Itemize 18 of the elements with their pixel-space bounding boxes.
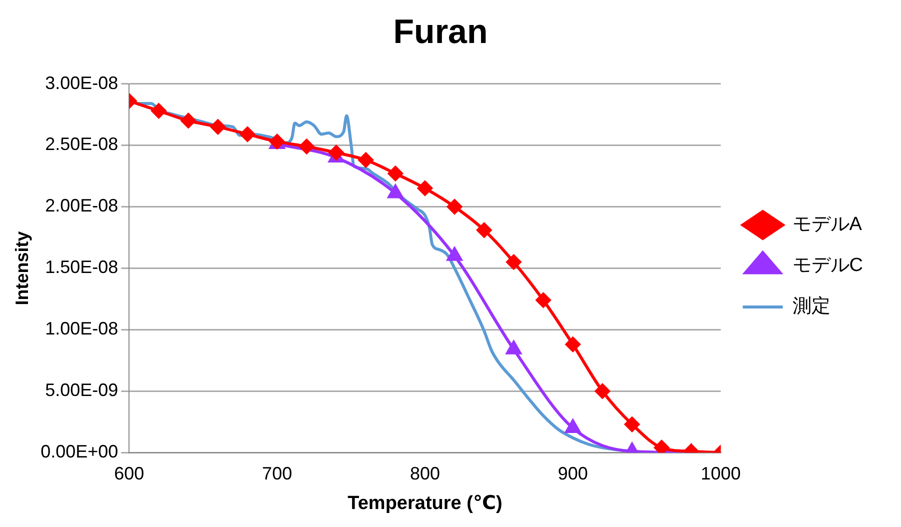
x-tick-label: 1000: [700, 463, 741, 484]
x-tick-label: 700: [262, 463, 292, 484]
y-axis-title: Intensity: [12, 231, 32, 306]
x-tick-label: 800: [410, 463, 440, 484]
legend-label: 測定: [792, 295, 830, 318]
legend-label: モデルA: [792, 214, 862, 236]
legend-label: モデルC: [792, 255, 864, 276]
y-tick-label: 1.00E-08: [45, 318, 118, 339]
y-tick-label: 0.00E+00: [40, 442, 118, 462]
x-tick-label: 600: [114, 463, 144, 484]
y-tick-label: 1.50E-08: [45, 257, 118, 278]
chart-title: Furan: [393, 12, 488, 51]
y-tick-label: 3.00E-08: [45, 72, 118, 93]
x-axis-title: Temperature (℃): [348, 492, 502, 514]
x-tick-label: 900: [558, 463, 588, 484]
y-tick-label: 2.50E-08: [45, 134, 118, 154]
y-tick-label: 2.00E-08: [45, 196, 118, 216]
y-tick-label: 5.00E-09: [45, 380, 118, 400]
